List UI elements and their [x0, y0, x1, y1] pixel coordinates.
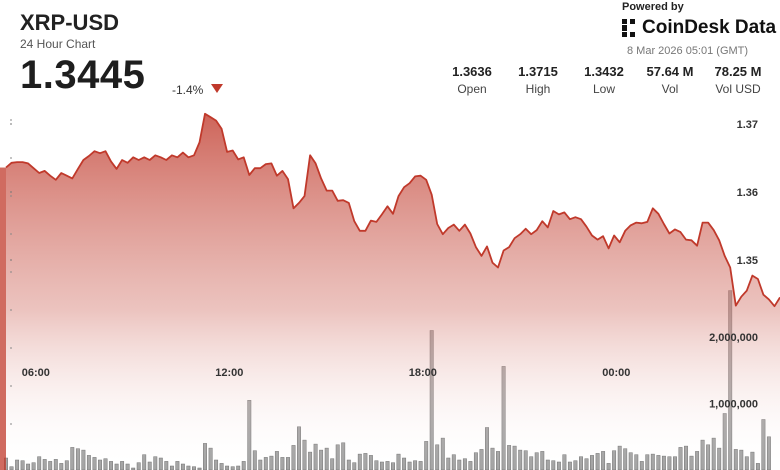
price-change: -1.4%	[172, 83, 204, 97]
coindesk-logo-icon	[622, 19, 637, 37]
x-tick-label: 12:00	[215, 367, 243, 379]
price-area	[0, 112, 780, 470]
down-arrow-icon	[211, 84, 223, 93]
stat-open-label: Open	[457, 82, 487, 96]
x-tick-label: 00:00	[602, 367, 630, 379]
y-tick-label: 1.37	[737, 119, 758, 131]
asset-title: XRP-USD	[20, 10, 120, 35]
axis-ticks: 1.37 1.36 1.35 2,000,000 1,000,000 06:00 12:00…	[10, 119, 758, 425]
price-area-edge	[0, 167, 6, 470]
stat-high: 1.3715 High	[514, 64, 562, 96]
stat-vol-usd-label: Vol USD	[715, 82, 761, 96]
stat-vol-usd-value: 78.25 M	[714, 64, 762, 79]
price-area-fill	[6, 113, 780, 470]
current-price: 1.3445	[20, 53, 146, 97]
y-tick-label: 1.36	[737, 187, 758, 199]
stat-vol: 57.64 M Vol	[638, 64, 702, 96]
stat-high-label: High	[525, 82, 551, 96]
powered-by-label: Powered by	[622, 1, 684, 13]
brand-logo[interactable]: CoinDesk Data	[622, 17, 776, 39]
chart-subtitle: 24 Hour Chart	[20, 37, 96, 51]
stat-open: 1.3636 Open	[448, 64, 496, 96]
x-tick-label: 18:00	[409, 367, 437, 379]
stat-vol-value: 57.64 M	[646, 64, 694, 79]
stat-vol-usd: 78.25 M Vol USD	[706, 64, 770, 96]
x-tick-label: 06:00	[22, 367, 50, 379]
brand-name: CoinDesk Data	[642, 17, 777, 38]
stat-low-value: 1.3432	[584, 64, 624, 79]
stat-low: 1.3432 Low	[580, 64, 628, 96]
stat-high-value: 1.3715	[518, 64, 558, 79]
stat-open-value: 1.3636	[452, 64, 492, 79]
volume-tick-label: 1,000,000	[709, 399, 758, 411]
stat-vol-label: Vol	[661, 82, 679, 96]
stat-low-label: Low	[592, 82, 615, 96]
volume-tick-label: 2,000,000	[709, 332, 758, 344]
timestamp: 8 Mar 2026 05:01 (GMT)	[627, 45, 749, 57]
price-line	[5, 112, 780, 308]
y-tick-label: 1.35	[737, 255, 758, 267]
